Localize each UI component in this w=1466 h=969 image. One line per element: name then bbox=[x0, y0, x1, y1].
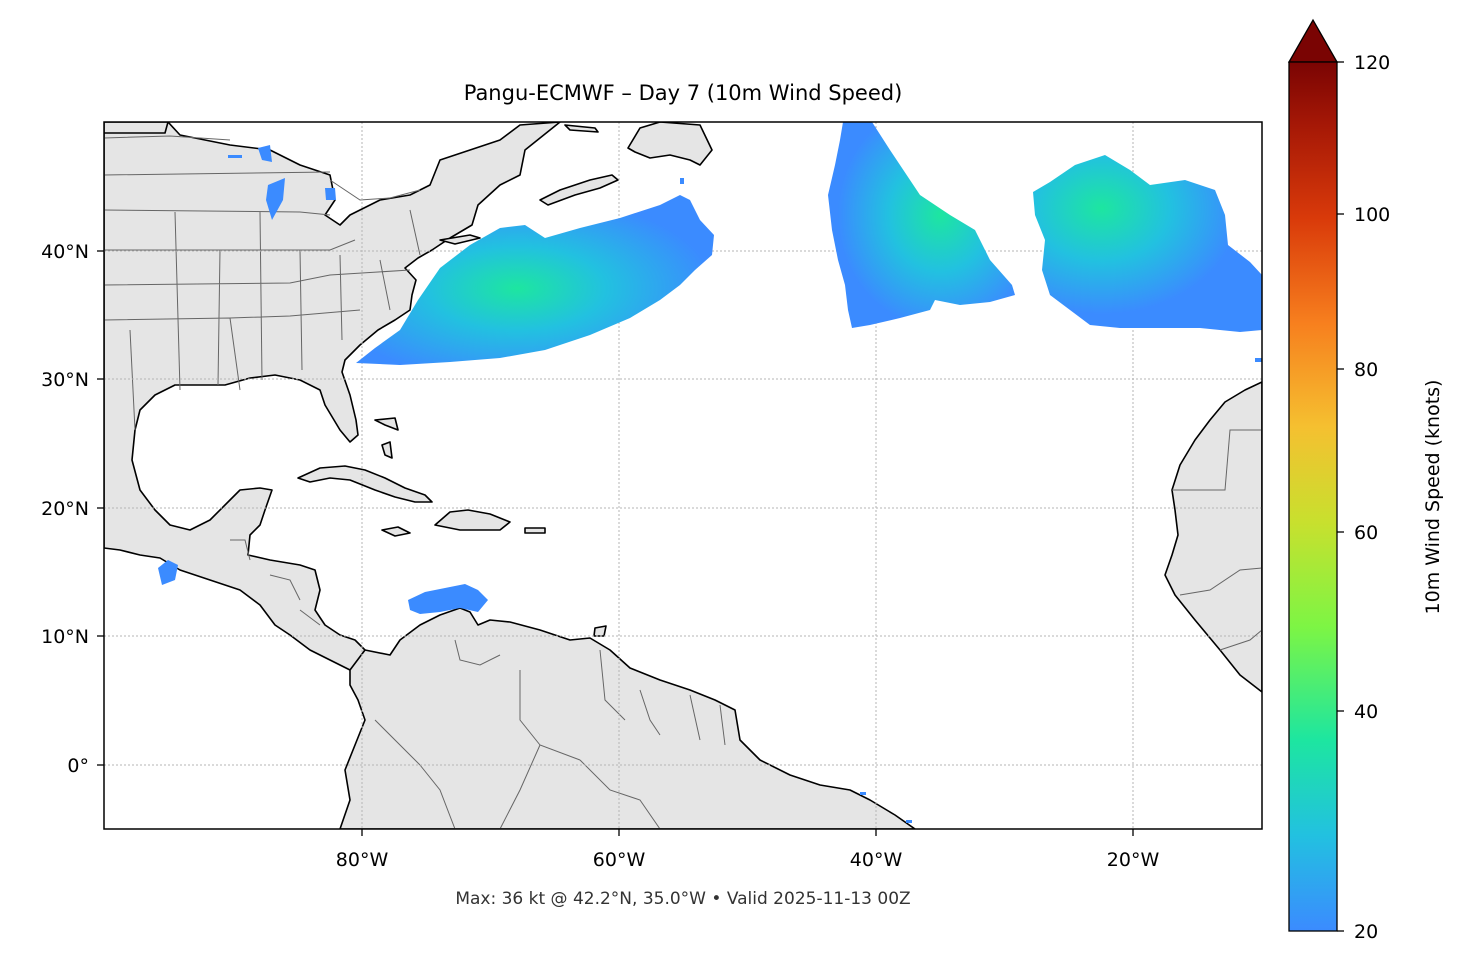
land-africa bbox=[1164, 381, 1262, 693]
wind-great-lakes-patches bbox=[228, 145, 336, 220]
border-south-america bbox=[374, 639, 726, 829]
land-puerto-rico bbox=[524, 527, 546, 534]
lon-tick-labels: 80°W 60°W 40°W 20°W bbox=[336, 849, 1160, 871]
lat-label-20n: 20°N bbox=[41, 498, 89, 520]
wind-mid-atlantic-system bbox=[828, 122, 1015, 328]
lon-label-40w: 40°W bbox=[850, 849, 903, 871]
chart-title: Pangu-ECMWF – Day 7 (10m Wind Speed) bbox=[464, 81, 903, 105]
lon-label-20w: 20°W bbox=[1107, 849, 1160, 871]
land-greenland-corner bbox=[104, 122, 169, 134]
cbar-label-40: 40 bbox=[1354, 701, 1378, 723]
wind-us-east-coast-jet bbox=[356, 195, 714, 365]
colorbar: 20 40 60 80 100 120 10m Wind Speed (knot… bbox=[1287, 18, 1444, 943]
land-hispaniola bbox=[434, 509, 511, 531]
lat-label-30n: 30°N bbox=[41, 369, 89, 391]
colorbar-extend-arrow bbox=[1287, 18, 1339, 63]
wind-pacific-mexico-patch bbox=[158, 560, 178, 585]
land-jamaica bbox=[381, 526, 411, 537]
land-newfoundland bbox=[627, 122, 713, 166]
wind-caribbean-coast-patch bbox=[408, 584, 488, 614]
lon-ticks bbox=[361, 829, 1134, 836]
cbar-label-80: 80 bbox=[1354, 359, 1378, 381]
colorbar-tick-labels: 20 40 60 80 100 120 bbox=[1354, 52, 1390, 943]
cbar-label-60: 60 bbox=[1354, 522, 1378, 544]
border-central-america bbox=[230, 539, 321, 626]
land-bahamas bbox=[374, 417, 399, 459]
colorbar-title: 10m Wind Speed (knots) bbox=[1422, 380, 1444, 615]
lat-ticks bbox=[97, 250, 104, 766]
map-panel bbox=[104, 122, 1262, 829]
lat-label-10n: 10°N bbox=[41, 626, 89, 648]
land-nova-scotia bbox=[539, 174, 619, 206]
land-cuba bbox=[297, 465, 433, 503]
lat-tick-labels: 0° 10°N 20°N 30°N 40°N bbox=[41, 241, 89, 777]
border-africa bbox=[1172, 429, 1262, 651]
state-borders bbox=[104, 171, 421, 431]
cbar-label-20: 20 bbox=[1354, 921, 1378, 943]
footer-caption: Max: 36 kt @ 42.2°N, 35.0°W • Valid 2025… bbox=[455, 889, 910, 909]
wind-eastern-atlantic-system bbox=[1033, 155, 1262, 332]
lon-label-60w: 60°W bbox=[593, 849, 646, 871]
wind-field bbox=[158, 122, 1262, 823]
colorbar-ticks bbox=[1337, 61, 1344, 932]
lat-label-40n: 40°N bbox=[41, 241, 89, 263]
cbar-label-100: 100 bbox=[1354, 204, 1390, 226]
lat-label-0: 0° bbox=[67, 755, 89, 777]
land-trinidad bbox=[593, 625, 607, 637]
land-long-island bbox=[439, 234, 481, 245]
colorbar-gradient bbox=[1288, 61, 1338, 932]
country-borders bbox=[104, 135, 1262, 829]
border-us-canada bbox=[104, 135, 421, 201]
cbar-label-120: 120 bbox=[1354, 52, 1390, 74]
land-labrador-island bbox=[564, 124, 599, 133]
map-frame bbox=[103, 121, 1263, 830]
lon-label-80w: 80°W bbox=[336, 849, 389, 871]
